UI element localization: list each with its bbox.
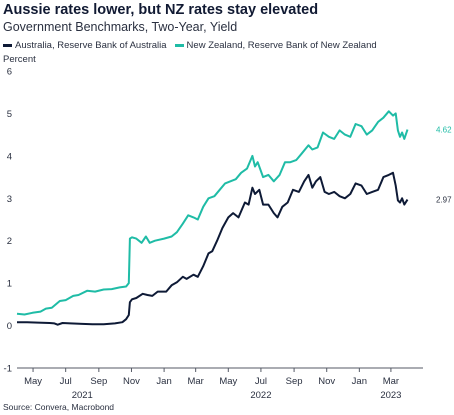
- y-axis: -1 0 1 2 3 4 5 6: [4, 67, 12, 375]
- x-tick-label: May: [24, 376, 42, 387]
- x-tick-label: Jan: [156, 376, 171, 387]
- source-note: Source: Convera, Macrobond: [3, 402, 115, 412]
- x-year-label: 2021: [72, 390, 93, 401]
- series-line-new-zealand: [16, 110, 409, 316]
- x-tick-label: Jan: [352, 376, 367, 387]
- y-tick-label: 4: [7, 151, 12, 162]
- x-tick-label: Nov: [123, 376, 140, 387]
- legend: Australia, Reserve Bank of Australia New…: [3, 40, 385, 51]
- y-tick-label: 2: [7, 236, 12, 247]
- chart-subtitle: Government Benchmarks, Two-Year, Yield: [3, 20, 238, 34]
- series-line-australia: [17, 171, 409, 326]
- y-tick-label: 5: [7, 109, 12, 120]
- legend-entry-australia: Australia, Reserve Bank of Australia: [3, 40, 167, 51]
- y-tick-label: 6: [7, 67, 12, 78]
- x-axis: May Jul Sep Nov Jan Mar May Jul Sep Nov Jan Mar 2021…: [17, 367, 423, 401]
- x-tick-label: May: [219, 376, 237, 387]
- y-axis-label: Percent: [3, 54, 36, 65]
- x-year-label: 2022: [250, 390, 271, 401]
- legend-swatch-australia: [3, 44, 12, 47]
- end-labels: 2.97 4.62: [436, 126, 452, 205]
- x-year-label: 2023: [380, 390, 401, 401]
- series-lines: [16, 110, 409, 326]
- chart-title: Aussie rates lower, but NZ rates stay el…: [3, 2, 319, 18]
- y-tick-label: 1: [7, 279, 12, 290]
- y-tick-label: -1: [4, 364, 12, 375]
- x-tick-label: Mar: [383, 376, 399, 387]
- legend-entry-new-zealand: New Zealand, Reserve Bank of New Zealand: [174, 40, 377, 51]
- legend-swatch-new-zealand: [174, 44, 184, 47]
- end-label-new-zealand: 4.62: [436, 126, 452, 135]
- end-label-australia: 2.97: [436, 196, 452, 205]
- legend-label-new-zealand: New Zealand, Reserve Bank of New Zealand: [186, 40, 377, 51]
- y-tick-label: 3: [7, 194, 12, 205]
- x-tick-label: Nov: [318, 376, 335, 387]
- y-tick-label: 0: [7, 321, 12, 332]
- x-tick-label: Jul: [255, 376, 267, 387]
- x-tick-label: Jul: [60, 376, 72, 387]
- x-tick-label: Mar: [187, 376, 203, 387]
- x-tick-label: Sep: [90, 376, 107, 387]
- x-tick-label: Sep: [286, 376, 303, 387]
- legend-label-australia: Australia, Reserve Bank of Australia: [15, 40, 167, 51]
